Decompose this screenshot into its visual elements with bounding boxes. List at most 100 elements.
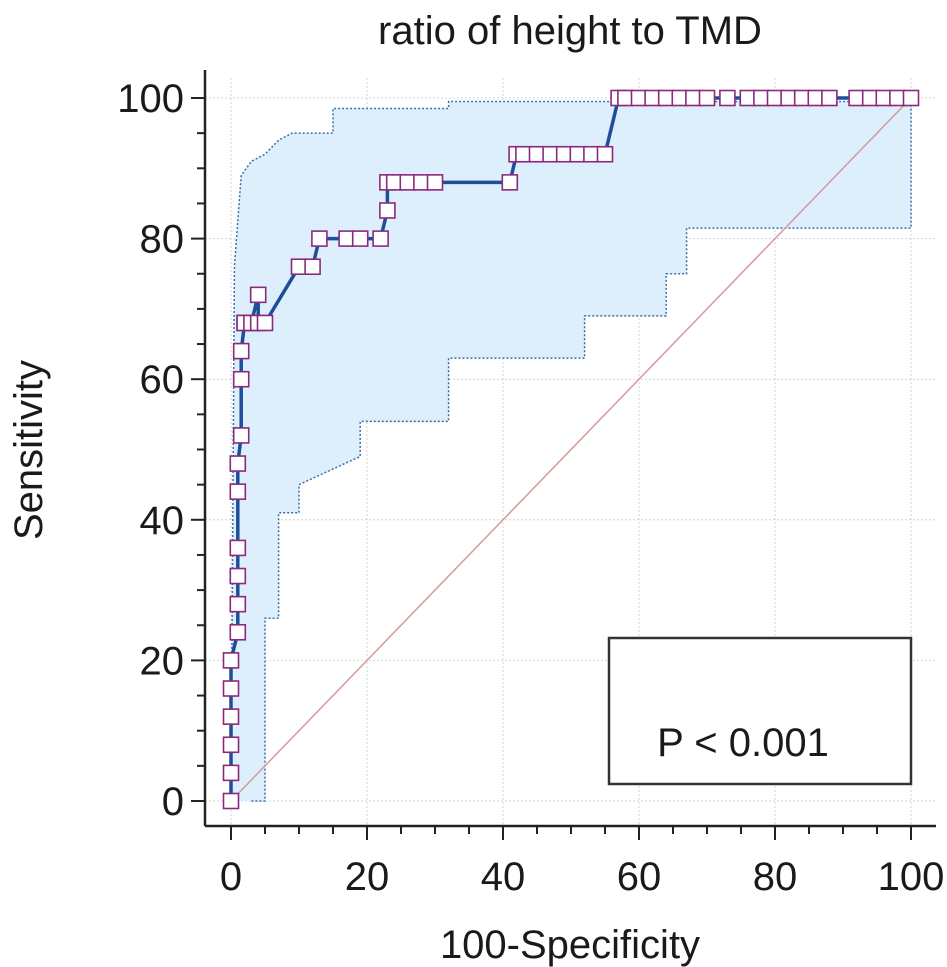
confidence-band bbox=[231, 98, 911, 801]
roc-point-12 bbox=[232, 427, 250, 444]
roc-point-marker bbox=[338, 230, 355, 247]
roc-point-marker bbox=[617, 89, 634, 107]
roc-point-marker bbox=[515, 145, 532, 163]
roc-point-60 bbox=[875, 89, 893, 107]
roc-point-marker bbox=[719, 89, 736, 107]
roc-point-marker bbox=[232, 370, 250, 388]
roc-point-marker bbox=[698, 89, 716, 107]
roc-point-marker bbox=[222, 792, 240, 810]
roc-point-marker bbox=[555, 145, 573, 163]
roc-point-marker bbox=[229, 623, 247, 641]
roc-point-32 bbox=[426, 174, 444, 191]
roc-point-marker bbox=[793, 89, 811, 107]
roc-point-1 bbox=[222, 764, 240, 782]
y-tick-label: 20 bbox=[140, 639, 185, 683]
roc-point-2 bbox=[222, 736, 240, 754]
roc-point-39 bbox=[569, 145, 587, 163]
roc-point-marker bbox=[848, 89, 865, 107]
roc-point-marker bbox=[413, 174, 430, 191]
roc-point-30 bbox=[399, 174, 417, 191]
roc-point-9 bbox=[229, 539, 247, 557]
roc-point-49 bbox=[698, 89, 716, 107]
ci-lower-bound bbox=[251, 98, 912, 802]
roc-point-marker bbox=[889, 89, 906, 107]
chart-title: ratio of height to TMD bbox=[378, 9, 762, 53]
roc-point-57 bbox=[821, 89, 838, 107]
roc-markers bbox=[222, 89, 920, 810]
roc-point-marker bbox=[311, 230, 328, 247]
roc-point-5 bbox=[222, 652, 240, 669]
roc-point-marker bbox=[739, 89, 757, 107]
roc-point-marker bbox=[229, 455, 247, 472]
roc-point-62 bbox=[902, 89, 920, 107]
x-tick-label: 80 bbox=[753, 855, 798, 899]
roc-point-marker bbox=[399, 174, 417, 191]
x-tick-label: 60 bbox=[617, 855, 662, 899]
roc-point-21 bbox=[290, 258, 308, 276]
roc-point-marker bbox=[229, 539, 247, 557]
roc-point-44 bbox=[630, 89, 648, 107]
roc-point-22 bbox=[304, 258, 321, 276]
roc-point-marker bbox=[232, 342, 250, 360]
roc-point-marker bbox=[232, 427, 250, 444]
roc-point-50 bbox=[719, 89, 736, 107]
x-tick-label: 100 bbox=[878, 855, 945, 899]
roc-point-24 bbox=[338, 230, 355, 247]
roc-point-marker bbox=[256, 314, 274, 332]
roc-point-3 bbox=[222, 708, 240, 725]
roc-point-46 bbox=[657, 89, 675, 107]
roc-point-marker bbox=[426, 174, 444, 191]
roc-point-marker bbox=[222, 764, 240, 782]
x-axis-ticks: 0 20 40 60 80 100 bbox=[220, 826, 945, 899]
roc-point-marker bbox=[875, 89, 893, 107]
roc-point-marker bbox=[222, 652, 240, 669]
y-tick-label: 0 bbox=[162, 780, 184, 824]
x-axis-label: 100-Specificity bbox=[440, 923, 700, 967]
roc-point-marker bbox=[671, 89, 689, 107]
roc-point-6 bbox=[229, 623, 247, 641]
roc-point-marker bbox=[379, 202, 396, 219]
roc-point-38 bbox=[555, 145, 573, 163]
y-tick-label: 40 bbox=[140, 499, 185, 543]
roc-point-marker bbox=[657, 89, 675, 107]
roc-point-4 bbox=[222, 680, 240, 697]
roc-point-20 bbox=[256, 314, 274, 332]
x-tick-label: 0 bbox=[220, 855, 242, 899]
roc-point-7 bbox=[229, 595, 247, 613]
roc-point-53 bbox=[766, 89, 784, 107]
roc-point-54 bbox=[780, 89, 797, 107]
roc-point-61 bbox=[889, 89, 906, 107]
roc-point-29 bbox=[385, 174, 403, 191]
roc-point-marker bbox=[630, 89, 648, 107]
roc-point-35 bbox=[515, 145, 532, 163]
roc-point-marker bbox=[542, 145, 559, 163]
roc-point-marker bbox=[249, 286, 267, 304]
roc-point-marker bbox=[385, 174, 403, 191]
y-axis-label: Sensitivity bbox=[7, 360, 51, 540]
roc-point-31 bbox=[413, 174, 430, 191]
roc-point-55 bbox=[793, 89, 811, 107]
roc-point-marker bbox=[229, 567, 247, 585]
roc-point-marker bbox=[222, 680, 240, 697]
roc-point-marker bbox=[229, 595, 247, 613]
roc-point-marker bbox=[596, 145, 614, 163]
roc-point-58 bbox=[848, 89, 865, 107]
roc-point-27 bbox=[379, 202, 396, 219]
roc-point-marker bbox=[229, 483, 247, 500]
annotation-frame bbox=[607, 636, 913, 786]
y-tick-label: 80 bbox=[140, 218, 185, 262]
roc-point-37 bbox=[542, 145, 559, 163]
roc-point-52 bbox=[753, 89, 770, 107]
roc-point-marker bbox=[372, 230, 389, 247]
roc-point-marker bbox=[222, 708, 240, 725]
roc-point-14 bbox=[232, 342, 250, 360]
roc-point-45 bbox=[644, 89, 661, 107]
annotation-text: P < 0.001 bbox=[657, 721, 829, 765]
roc-point-48 bbox=[685, 89, 702, 107]
roc-point-marker bbox=[583, 145, 600, 163]
roc-point-marker bbox=[780, 89, 797, 107]
roc-point-marker bbox=[685, 89, 702, 107]
roc-point-marker bbox=[644, 89, 661, 107]
roc-point-13 bbox=[232, 370, 250, 388]
